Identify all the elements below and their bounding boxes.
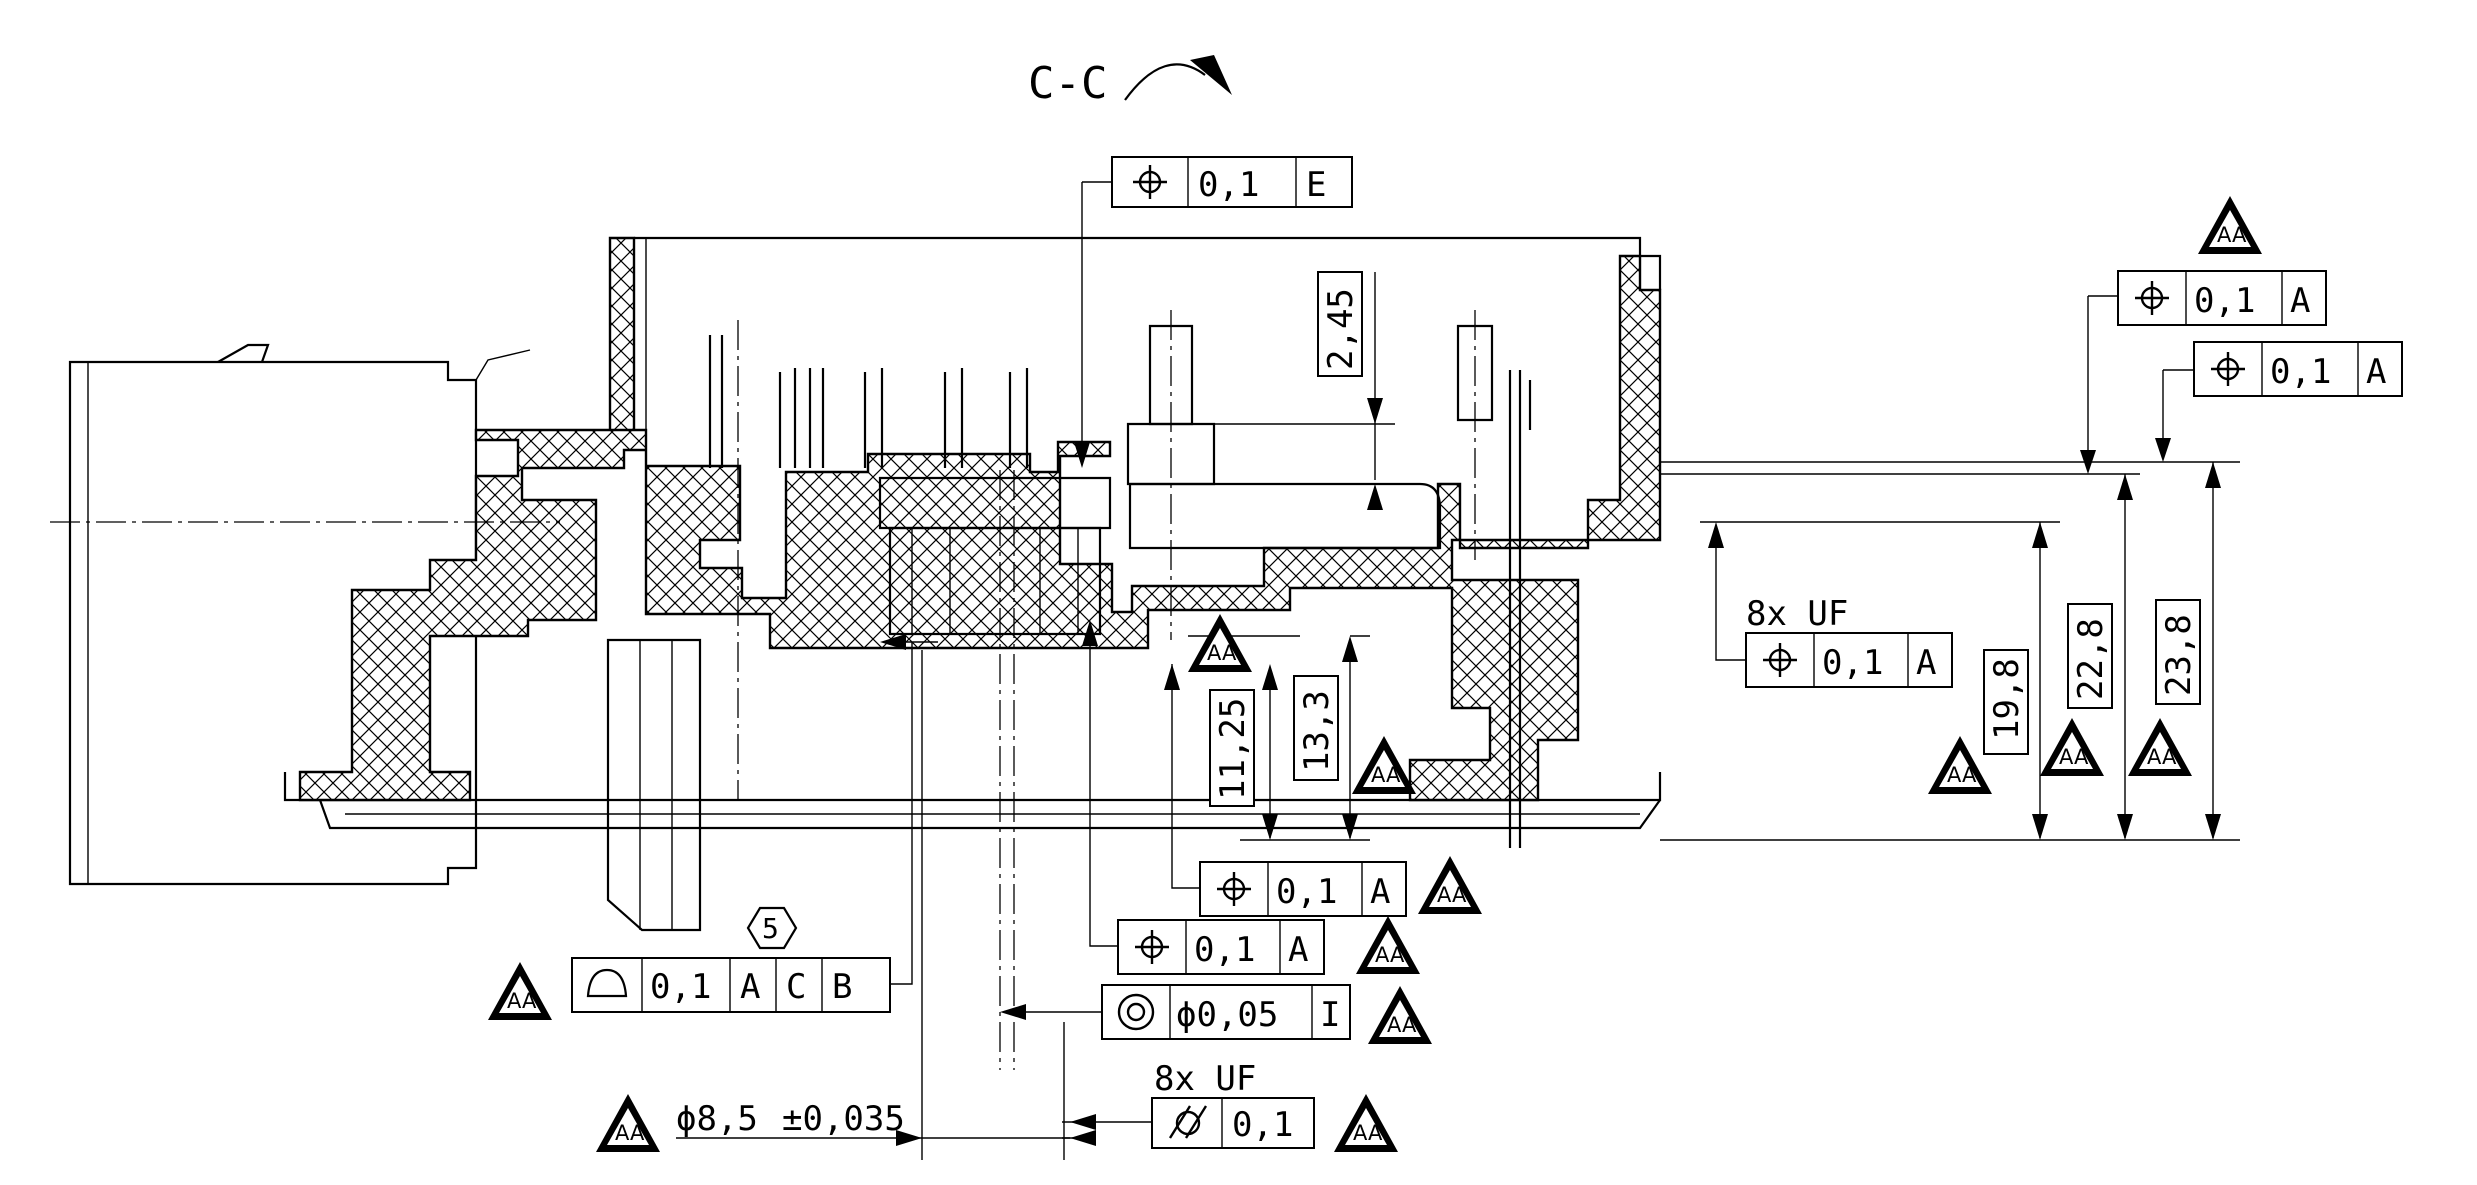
- fcf-tolerance: 0,1: [1194, 930, 1255, 970]
- uf-label-right: 8x UF: [1746, 594, 1848, 634]
- dimension-lines: [676, 181, 2240, 1160]
- svg-text:AA: AA: [615, 1121, 645, 1145]
- aa-marker-icon: AA: [1352, 736, 1416, 794]
- fcf-datum: E: [1306, 165, 1326, 205]
- svg-text:AA: AA: [2147, 745, 2177, 769]
- lever: [606, 638, 702, 932]
- part-section-view: [50, 236, 1662, 1070]
- fcf-profile: 0,1 A C B: [571, 957, 891, 1013]
- pcb-window: [1128, 482, 1442, 550]
- base-flange: [283, 772, 1662, 802]
- aa-marker-icon: AA: [596, 1094, 660, 1152]
- fcf-uf-a: 0,1 A: [1745, 632, 1953, 688]
- fcf-cylindricity: 0,1: [1151, 1097, 1315, 1149]
- concentricity-icon: [1117, 993, 1155, 1031]
- svg-text:AA: AA: [1375, 943, 1405, 967]
- fcf-datum: A: [2366, 352, 2386, 392]
- fcf-datum: A: [2290, 281, 2310, 321]
- dim-23-8-box: 23,8: [2155, 599, 2201, 705]
- dim-11-25: 11,25: [1213, 698, 1253, 800]
- fcf-tolerance: 0,1: [1232, 1105, 1293, 1145]
- aa-marker-icon: AA: [2040, 718, 2104, 776]
- svg-text:AA: AA: [1387, 1013, 1417, 1037]
- connector-plug: [68, 360, 478, 886]
- fcf-tolerance: 0,1: [1822, 643, 1883, 683]
- fcf-tolerance: 0,1: [650, 967, 711, 1007]
- dim-11-25-box: 11,25: [1209, 689, 1255, 807]
- aa-marker-icon: AA: [1334, 1094, 1398, 1152]
- aa-marker-icon: AA: [1418, 856, 1482, 914]
- fcf-datum: A: [1370, 872, 1390, 912]
- fcf-datum: C: [786, 967, 806, 1007]
- rotation-arc-icon: [1124, 63, 1206, 101]
- svg-text:AA: AA: [507, 989, 537, 1013]
- aa-marker-icon: AA: [2198, 196, 2262, 254]
- fcf-concentricity: ϕ0,05 I: [1101, 984, 1351, 1040]
- svg-text:AA: AA: [1207, 641, 1237, 665]
- fcf-datum: A: [740, 967, 760, 1007]
- dim-13-3: 13,3: [1297, 690, 1337, 772]
- housing-top-rim: [634, 236, 1662, 290]
- uf-label-bottom: 8x UF: [1154, 1059, 1256, 1099]
- aa-marker-icon: AA: [488, 962, 552, 1020]
- fcf-tolerance: 0,1: [1276, 872, 1337, 912]
- dim-diameter-tol: ±0,035: [782, 1099, 905, 1139]
- fcf-tolerance: 0,1: [1198, 165, 1259, 205]
- rotation-arrow-icon: [1190, 55, 1232, 95]
- dim-19-8-box: 19,8: [1983, 649, 2029, 755]
- dim-13-3-box: 13,3: [1293, 675, 1339, 781]
- svg-text:AA: AA: [2059, 745, 2089, 769]
- fcf-tolerance: ϕ0,05: [1176, 995, 1278, 1035]
- housing-wall: [298, 236, 1662, 802]
- hex-note: 5: [746, 906, 798, 950]
- fcf-datum: A: [1288, 930, 1308, 970]
- dim-19-8: 19,8: [1987, 658, 2027, 740]
- center-bore: [878, 470, 1112, 1070]
- aa-marker-icon: AA: [1928, 736, 1992, 794]
- fcf-tolerance: 0,1: [2194, 281, 2255, 321]
- fcf-datum: A: [1916, 643, 1936, 683]
- dim-diameter: ϕ8,5: [676, 1099, 758, 1139]
- fcf-tolerance: 0,1: [2270, 352, 2331, 392]
- aa-marker-icon: AA: [1188, 614, 1252, 672]
- dim-22-8-box: 22,8: [2067, 603, 2113, 709]
- surface-profile-icon: [586, 968, 628, 998]
- svg-text:AA: AA: [1371, 763, 1401, 787]
- contact-pins-left: [708, 320, 1029, 800]
- fcf-datum: B: [832, 967, 852, 1007]
- dim-22-8: 22,8: [2071, 618, 2111, 700]
- fcf-datum: I: [1320, 995, 1340, 1035]
- fcf-right-a1: 0,1 A: [2117, 270, 2327, 326]
- aa-marker-icon: AA: [1356, 916, 1420, 974]
- fcf-mid-a2: 0,1 A: [1117, 919, 1325, 975]
- section-title: C-C: [1028, 55, 1232, 109]
- svg-text:AA: AA: [1353, 1121, 1383, 1145]
- section-label: C-C: [1028, 58, 1107, 109]
- aa-marker-icon: AA: [1368, 986, 1432, 1044]
- fcf-top-e: 0,1 E: [1111, 156, 1353, 208]
- dim-2-45: 2,45: [1321, 288, 1361, 370]
- fcf-right-a2: 0,1 A: [2193, 341, 2403, 397]
- svg-text:AA: AA: [2217, 223, 2247, 247]
- dim-2-45-box: 2,45: [1317, 271, 1363, 377]
- cylindricity-icon: [1168, 1105, 1208, 1139]
- fcf-mid-a1: 0,1 A: [1199, 861, 1407, 917]
- svg-text:AA: AA: [1947, 763, 1977, 787]
- svg-text:AA: AA: [1437, 883, 1467, 907]
- aa-marker-icon: AA: [2128, 718, 2192, 776]
- aa-markers: AA AA AA AA AA AA AA AA AA AA AA AA: [488, 196, 2262, 1152]
- dim-23-8: 23,8: [2159, 614, 2199, 696]
- hex-note-text: 5: [762, 912, 779, 945]
